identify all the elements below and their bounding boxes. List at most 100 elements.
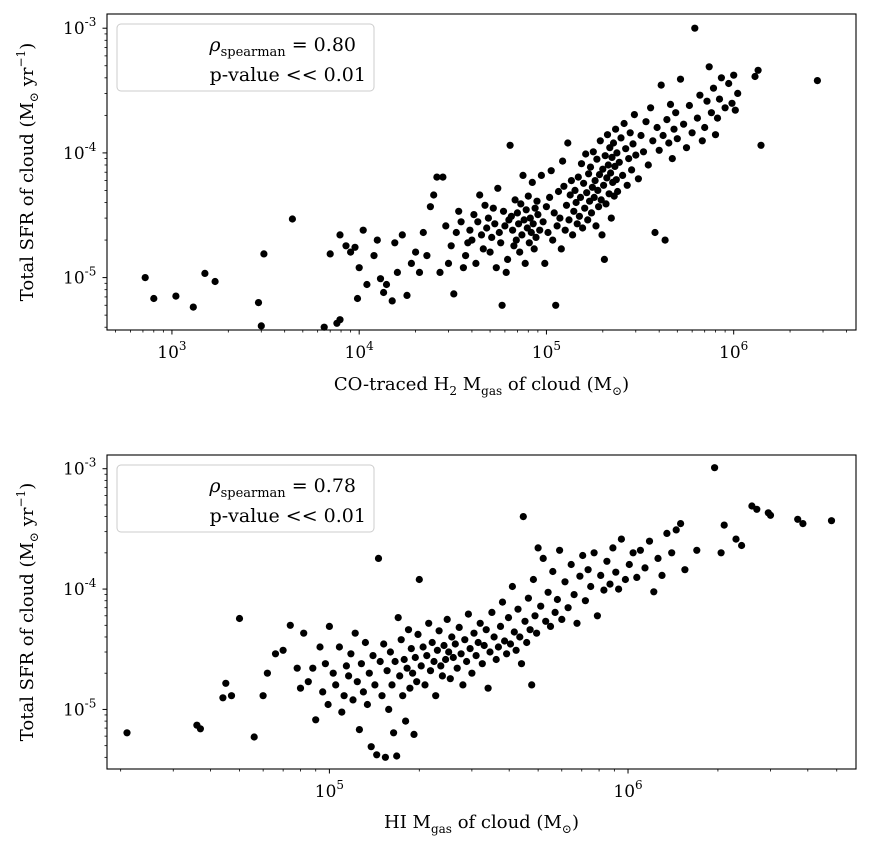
data-point <box>455 207 463 215</box>
data-point <box>612 176 620 184</box>
data-point <box>539 554 547 563</box>
data-point <box>651 228 659 237</box>
data-point <box>365 669 373 677</box>
data-point <box>393 752 401 760</box>
data-point <box>466 226 474 234</box>
data-point <box>595 203 603 211</box>
data-point <box>498 301 506 309</box>
data-point <box>415 268 424 276</box>
data-point <box>452 228 460 237</box>
data-point <box>597 571 605 580</box>
data-point <box>397 636 405 644</box>
data-point <box>150 294 158 303</box>
data-point <box>799 520 807 528</box>
data-point <box>647 104 655 112</box>
data-point <box>567 560 575 569</box>
data-point <box>423 652 431 660</box>
data-point <box>603 174 611 182</box>
data-point <box>393 268 401 276</box>
data-point <box>577 160 586 168</box>
data-point <box>474 218 482 226</box>
data-point <box>432 692 440 700</box>
data-point <box>571 186 579 194</box>
data-point <box>677 520 685 528</box>
data-point <box>754 66 762 74</box>
data-point <box>561 226 569 234</box>
data-point <box>499 207 508 215</box>
data-point <box>457 218 465 226</box>
data-point <box>326 250 334 258</box>
data-point <box>279 646 287 654</box>
data-point <box>501 637 509 645</box>
data-point <box>665 139 673 147</box>
data-point <box>693 114 702 122</box>
data-point <box>576 193 585 201</box>
data-point <box>455 623 463 632</box>
data-point <box>650 588 658 596</box>
data-point <box>615 585 623 593</box>
data-point <box>388 297 396 305</box>
data-point <box>659 131 667 140</box>
data-point <box>599 165 607 173</box>
plot-frame <box>106 454 857 770</box>
x-tick-label: 105 <box>315 778 344 802</box>
data-point <box>657 81 665 89</box>
data-point <box>381 753 389 761</box>
data-point <box>584 216 592 224</box>
data-point <box>629 549 637 557</box>
data-point <box>370 252 378 260</box>
data-point <box>254 299 263 307</box>
data-point <box>513 209 522 217</box>
data-point <box>415 575 423 584</box>
data-point <box>672 526 680 534</box>
data-point <box>536 226 544 234</box>
data-point <box>528 178 536 186</box>
data-point <box>663 529 671 538</box>
data-point <box>353 678 361 686</box>
data-point <box>490 633 498 641</box>
data-point <box>645 537 654 545</box>
data-point <box>363 700 371 709</box>
data-point <box>433 646 441 654</box>
data-point <box>338 708 346 716</box>
data-point <box>512 646 520 654</box>
data-point <box>626 129 634 137</box>
data-point <box>510 242 518 250</box>
y-tick-label: 10-4 <box>63 576 97 600</box>
data-point <box>336 316 344 324</box>
data-point <box>564 139 572 147</box>
data-point <box>462 252 470 260</box>
data-point <box>672 109 680 117</box>
data-point <box>259 692 267 700</box>
legend-rho: ρspearman = 0.80 <box>208 34 356 60</box>
legend-pvalue: p-value << 0.01 <box>210 505 366 527</box>
data-point <box>572 198 580 207</box>
data-point <box>720 521 728 529</box>
data-point <box>502 268 510 276</box>
data-point <box>622 145 630 153</box>
data-point <box>668 155 676 163</box>
data-point <box>417 662 425 670</box>
data-point <box>453 664 461 672</box>
x-axis-label: CO-traced H2 Mgas of cloud (M⊙) <box>334 374 629 398</box>
data-point <box>556 546 564 554</box>
data-point <box>386 648 394 656</box>
data-point <box>483 224 491 232</box>
data-point <box>532 233 540 241</box>
data-point <box>620 119 628 128</box>
data-point <box>515 220 523 228</box>
data-point <box>629 140 637 148</box>
data-point <box>703 97 711 105</box>
data-point <box>367 743 375 751</box>
data-point <box>447 242 455 250</box>
data-point <box>442 222 450 230</box>
data-point <box>172 292 180 300</box>
data-point <box>383 667 391 675</box>
data-point <box>601 152 609 160</box>
data-point <box>593 612 602 620</box>
data-point <box>508 582 516 591</box>
data-point <box>482 626 490 634</box>
legend-box <box>116 23 375 92</box>
data-point <box>573 619 581 627</box>
data-point <box>355 726 363 734</box>
